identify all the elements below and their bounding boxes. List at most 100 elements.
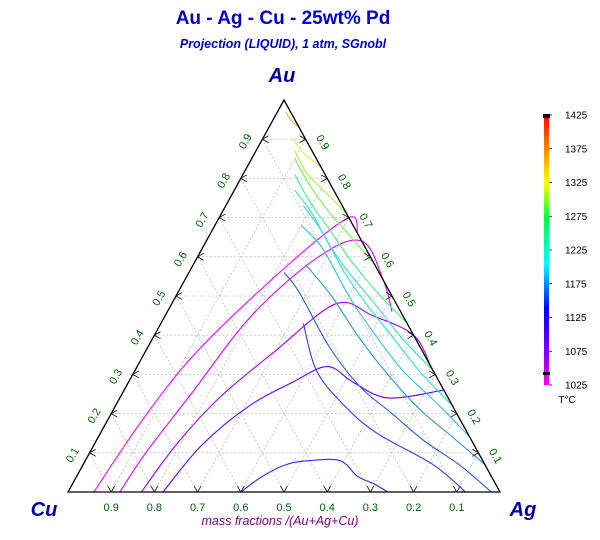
contour-line-13 bbox=[294, 158, 376, 265]
tick-label-bottom-3: 0.7 bbox=[190, 502, 205, 514]
tick-mark-right-b-4 bbox=[407, 331, 414, 336]
tick-mark-right-a-1 bbox=[472, 452, 479, 457]
tick-mark-left-b-7 bbox=[218, 213, 226, 218]
tick-label-bottom-8: 0.2 bbox=[406, 502, 421, 514]
tick-mark-bottom-b-4 bbox=[240, 485, 245, 493]
tick-mark-left-a-6 bbox=[197, 256, 204, 261]
tick-label-bottom-9: 0.1 bbox=[449, 502, 464, 514]
tick-mark-right-a-4 bbox=[407, 334, 414, 340]
grid-line-ag-5 bbox=[283, 295, 393, 493]
tick-mark-bottom-a-9 bbox=[452, 485, 458, 493]
tick-mark-right-a-2 bbox=[450, 413, 458, 418]
tick-mark-right-b-3 bbox=[428, 370, 436, 375]
tick-label-left-8: 0.8 bbox=[215, 171, 233, 190]
tick-mark-bottom-b-5 bbox=[283, 485, 288, 493]
tick-mark-bottom-a-1 bbox=[107, 485, 112, 493]
contour-line-16 bbox=[285, 111, 300, 128]
grid-line-cu-4 bbox=[197, 256, 328, 493]
tick-mark-bottom-b-2 bbox=[154, 485, 159, 493]
contour-line-3 bbox=[140, 301, 432, 493]
tick-label-bottom-2: 0.8 bbox=[147, 502, 162, 514]
grid-line-ag-4 bbox=[240, 256, 371, 493]
tick-mark-left-b-1 bbox=[89, 448, 96, 454]
contour-line-11 bbox=[294, 189, 434, 371]
tick-mark-bottom-a-6 bbox=[323, 485, 328, 493]
tick-label-right-8: 0.8 bbox=[335, 172, 353, 191]
tick-mark-bottom-a-8 bbox=[409, 485, 414, 493]
grid-line-ag-6 bbox=[326, 335, 414, 493]
tick-mark-left-b-8 bbox=[240, 174, 248, 179]
colorbar-bar bbox=[544, 115, 549, 385]
grid-line-cu-5 bbox=[175, 295, 285, 493]
tick-label-bottom-6: 0.4 bbox=[320, 502, 335, 514]
chart-title: Au - Ag - Cu - 25wt% Pd bbox=[176, 8, 391, 29]
tick-label-left-3: 0.3 bbox=[107, 367, 125, 386]
colorbar-tick-label-4: 1175 bbox=[565, 279, 587, 290]
tick-mark-bottom-b-9 bbox=[456, 485, 461, 493]
colorbar-label: T°C bbox=[558, 395, 575, 406]
tick-mark-right-b-7 bbox=[342, 213, 350, 218]
colorbar-tick-label-7: 1325 bbox=[565, 178, 588, 189]
tick-mark-bottom-a-5 bbox=[280, 485, 285, 493]
tick-mark-right-a-8 bbox=[320, 178, 328, 183]
grid-line-ag-8 bbox=[413, 413, 458, 493]
tick-mark-left-b-4 bbox=[154, 331, 161, 336]
contour-line-6 bbox=[302, 323, 466, 493]
tick-label-right-9: 0.9 bbox=[313, 133, 331, 152]
colorbar-tick-label-3: 1125 bbox=[565, 313, 587, 324]
tick-label-left-4: 0.4 bbox=[129, 328, 147, 347]
grid-line-cu-1 bbox=[262, 139, 458, 493]
tick-mark-left-a-9 bbox=[262, 138, 269, 144]
tick-mark-right-b-6 bbox=[364, 252, 371, 258]
contour-line-9 bbox=[300, 225, 471, 438]
contour-line-15 bbox=[292, 138, 322, 168]
tick-label-right-3: 0.3 bbox=[443, 368, 461, 387]
tick-mark-bottom-a-3 bbox=[193, 485, 198, 493]
tick-label-left-9: 0.9 bbox=[237, 132, 255, 151]
tick-mark-left-b-9 bbox=[262, 135, 269, 140]
contour-line-7 bbox=[283, 272, 492, 493]
colorbar: 1025 1075 1125 1175 1225 1275 1325 1375 1425 bbox=[543, 111, 588, 392]
tick-mark-right-a-3 bbox=[428, 374, 436, 379]
tick-label-bottom-7: 0.3 bbox=[363, 502, 378, 514]
colorbar-tick-label-9: 1425 bbox=[565, 111, 588, 122]
tick-label-right-4: 0.4 bbox=[421, 329, 439, 348]
colorbar-tick-label-5: 1225 bbox=[565, 246, 588, 257]
grid-lines bbox=[89, 138, 479, 493]
tick-mark-bottom-a-4 bbox=[236, 485, 242, 493]
tick-mark-left-a-2 bbox=[110, 413, 118, 418]
tick-mark-left-b-6 bbox=[197, 252, 204, 258]
tick-mark-bottom-a-7 bbox=[366, 485, 371, 493]
x-axis-label: mass fractions /(Au+Ag+Cu) bbox=[201, 514, 358, 528]
tick-label-bottom-5: 0.5 bbox=[276, 502, 291, 514]
tick-mark-left-b-5 bbox=[175, 292, 183, 297]
tick-label-left-1: 0.1 bbox=[64, 446, 82, 465]
tick-mark-right-b-8 bbox=[320, 174, 328, 179]
tick-label-bottom-4: 0.6 bbox=[233, 502, 248, 514]
tick-label-left-2: 0.2 bbox=[86, 406, 104, 425]
tick-mark-left-a-5 bbox=[175, 295, 183, 300]
tick-label-right-7: 0.7 bbox=[356, 211, 374, 230]
vertex-label-left: Cu bbox=[31, 499, 58, 521]
tick-mark-right-a-7 bbox=[342, 217, 350, 222]
contour-line-14 bbox=[294, 150, 347, 215]
grid-line-cu-6 bbox=[154, 335, 242, 493]
colorbar-tick-label-6: 1275 bbox=[565, 212, 588, 223]
grid-line-cu-8 bbox=[110, 413, 155, 493]
vertex-label-top: Au bbox=[268, 65, 296, 87]
grid-line-cu-3 bbox=[218, 217, 371, 493]
grid-line-ag-1 bbox=[110, 139, 306, 493]
tick-mark-left-b-2 bbox=[110, 409, 118, 414]
tick-mark-right-b-2 bbox=[450, 409, 458, 414]
tick-mark-bottom-a-2 bbox=[150, 485, 155, 493]
tick-label-right-1: 0.1 bbox=[486, 447, 504, 466]
tick-mark-left-b-3 bbox=[132, 370, 140, 375]
tick-mark-bottom-b-3 bbox=[197, 485, 202, 493]
colorbar-tick-label-2: 1075 bbox=[565, 347, 588, 358]
contour-line-10 bbox=[302, 205, 453, 407]
chart-subtitle: Projection (LIQUID), 1 atm, SGnobl bbox=[180, 37, 387, 51]
tick-mark-right-b-1 bbox=[472, 448, 479, 454]
tick-mark-bottom-b-1 bbox=[110, 485, 116, 493]
tick-mark-left-a-7 bbox=[218, 217, 226, 222]
